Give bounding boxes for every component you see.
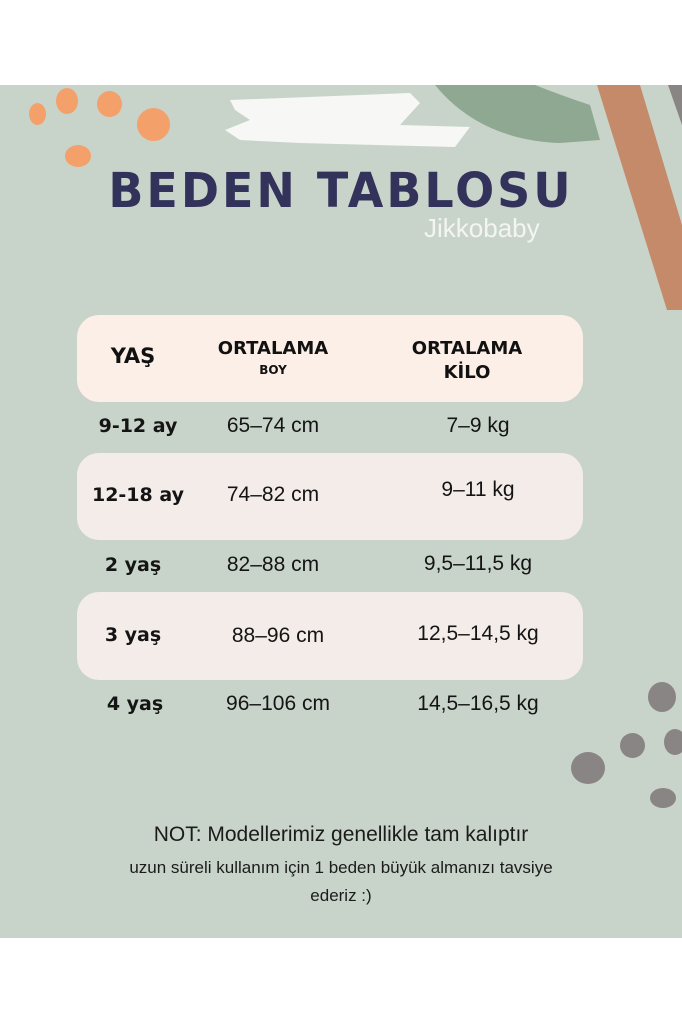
brown-stripe bbox=[597, 85, 682, 310]
gray-dot bbox=[664, 729, 682, 755]
size-chart-panel: BEDEN TABLOSU Jikkobaby YAŞ ORTALAMA BOY… bbox=[0, 85, 682, 938]
table-row-background bbox=[77, 453, 583, 540]
white-brush-stroke bbox=[225, 93, 470, 147]
decorative-shapes bbox=[225, 85, 682, 310]
gray-dot bbox=[648, 682, 676, 712]
header-height-line2: BOY bbox=[259, 363, 287, 377]
row-age: 9-12 ay bbox=[98, 415, 178, 437]
note-line-2: uzun süreli kullanım için 1 beden büyük … bbox=[129, 858, 553, 877]
row-age: 4 yaş bbox=[106, 693, 164, 715]
row-height: 65–74 cm bbox=[226, 414, 320, 437]
row-height: 82–88 cm bbox=[226, 553, 320, 576]
header-height-line1: ORTALAMA bbox=[217, 338, 329, 359]
header-weight: ORTALAMA KİLO bbox=[387, 338, 547, 383]
row-age: 12-18 ay bbox=[91, 484, 184, 506]
row-weight: 12,5–14,5 kg bbox=[417, 622, 539, 645]
row-height: 74–82 cm bbox=[226, 483, 320, 506]
orange-dot bbox=[29, 103, 46, 125]
row-age: 3 yaş bbox=[104, 624, 162, 646]
green-arc bbox=[435, 85, 600, 143]
orange-dot bbox=[97, 91, 122, 117]
row-weight: 7–9 kg bbox=[446, 414, 510, 437]
table-header-row bbox=[77, 315, 583, 402]
orange-dot bbox=[56, 88, 78, 114]
table-row-background bbox=[77, 592, 583, 680]
gray-dot bbox=[650, 788, 676, 808]
gray-dot bbox=[571, 752, 605, 784]
row-height: 88–96 cm bbox=[231, 624, 325, 647]
page-title: BEDEN TABLOSU bbox=[108, 161, 574, 219]
header-weight-line2: KİLO bbox=[443, 362, 491, 383]
row-weight: 9,5–11,5 kg bbox=[423, 552, 533, 575]
header-weight-line1: ORTALAMA bbox=[411, 338, 523, 359]
gray-dot bbox=[620, 733, 645, 758]
note-line-1: NOT: Modellerimiz genellikle tam kalıptı… bbox=[153, 823, 529, 846]
gray-stripe bbox=[668, 85, 682, 125]
header-height: ORTALAMA BOY bbox=[193, 338, 353, 377]
brand-name: Jikkobaby bbox=[424, 213, 540, 243]
orange-dot bbox=[65, 145, 91, 167]
row-weight: 9–11 kg bbox=[441, 478, 515, 501]
orange-dot bbox=[137, 108, 170, 141]
header-age: YAŞ bbox=[110, 344, 156, 368]
row-height: 96–106 cm bbox=[226, 692, 330, 715]
row-age: 2 yaş bbox=[104, 554, 162, 576]
note-line-3: ederiz :) bbox=[310, 886, 372, 905]
row-weight: 14,5–16,5 kg bbox=[417, 692, 539, 715]
